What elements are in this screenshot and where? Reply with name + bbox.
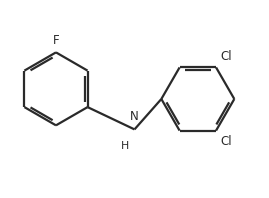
Text: H: H bbox=[121, 141, 129, 150]
Text: Cl: Cl bbox=[220, 50, 232, 63]
Text: Cl: Cl bbox=[220, 135, 232, 148]
Text: F: F bbox=[53, 34, 59, 47]
Text: N: N bbox=[130, 110, 139, 123]
